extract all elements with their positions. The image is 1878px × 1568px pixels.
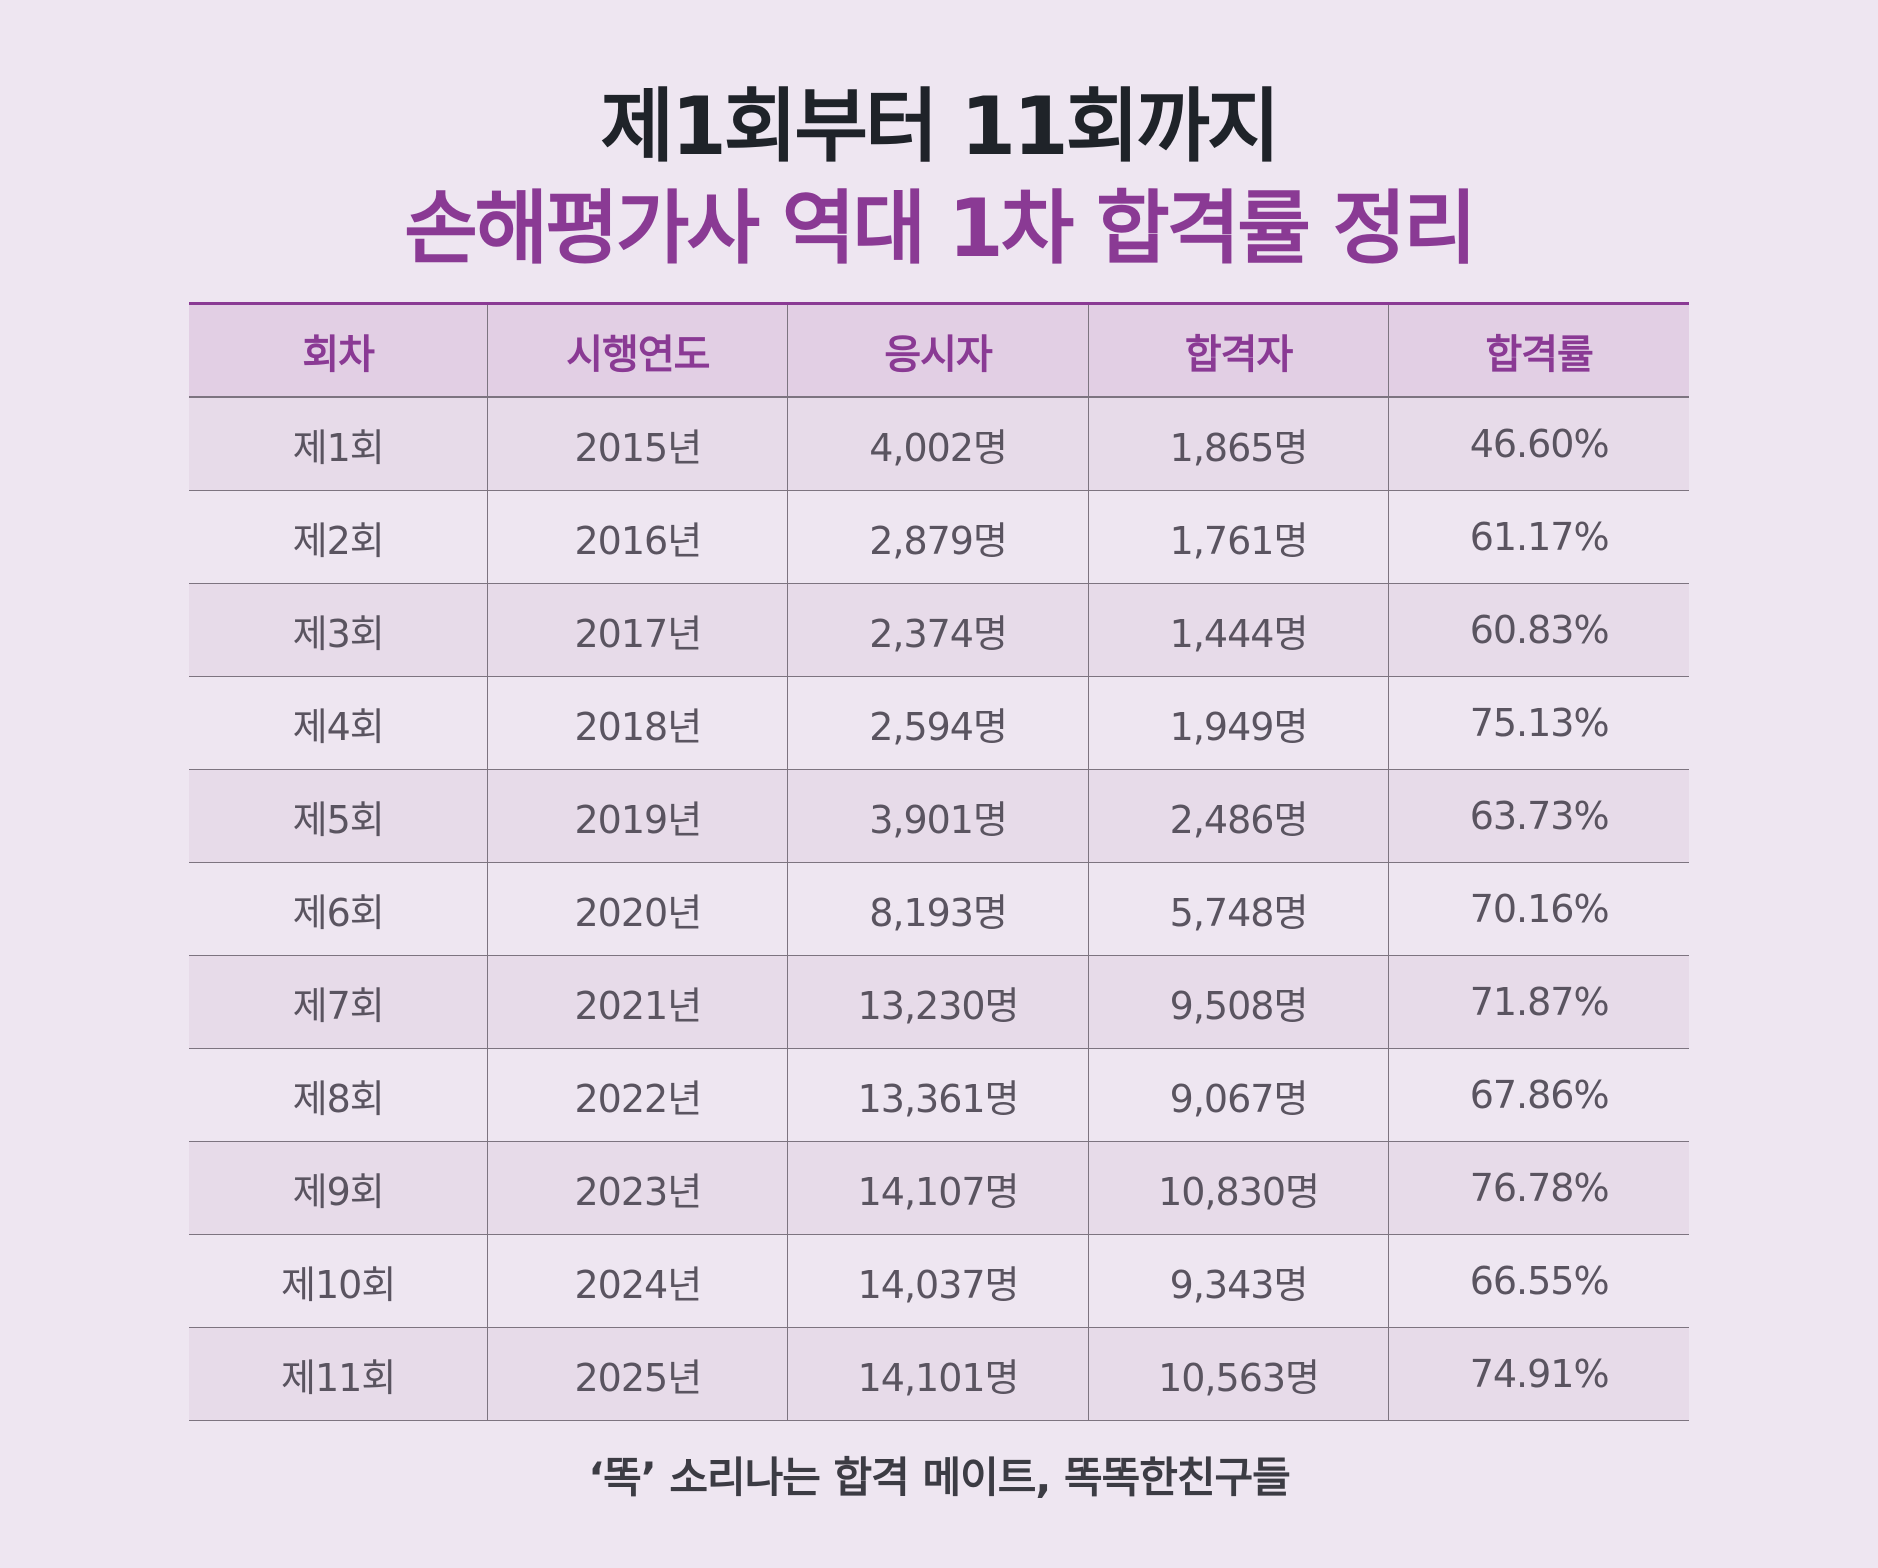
cell-applicants: 2,374명 <box>787 583 1089 677</box>
cell-pass-rate: 61.17% <box>1388 490 1689 584</box>
cell-pass-rate: 66.55% <box>1388 1234 1689 1328</box>
pass-rate-table: 회차 시행연도 응시자 합격자 합격률 제1회 2015년 4,002명 1,865명… <box>189 302 1689 1421</box>
cell-applicants: 3,901명 <box>787 769 1089 863</box>
cell-year: 2023년 <box>487 1141 789 1235</box>
cell-applicants: 14,107명 <box>787 1141 1089 1235</box>
table-row: 제6회 2020년 8,193명 5,748명 70.16% <box>189 862 1689 956</box>
cell-round: 제4회 <box>189 676 489 770</box>
table-row: 제4회 2018년 2,594명 1,949명 75.13% <box>189 676 1689 770</box>
cell-year: 2016년 <box>487 490 789 584</box>
cell-round: 제11회 <box>189 1327 489 1421</box>
header-year: 시행연도 <box>487 303 789 397</box>
cell-year: 2015년 <box>487 397 789 491</box>
cell-applicants: 14,037명 <box>787 1234 1089 1328</box>
cell-passers: 1,949명 <box>1087 676 1390 770</box>
cell-year: 2022년 <box>487 1048 789 1142</box>
cell-applicants: 2,594명 <box>787 676 1089 770</box>
table-row: 제1회 2015년 4,002명 1,865명 46.60% <box>189 397 1689 491</box>
cell-round: 제5회 <box>189 769 489 863</box>
cell-applicants: 13,361명 <box>787 1048 1089 1142</box>
cell-applicants: 14,101명 <box>787 1327 1089 1421</box>
cell-round: 제9회 <box>189 1141 489 1235</box>
cell-passers: 1,444명 <box>1087 583 1390 677</box>
cell-passers: 1,865명 <box>1087 397 1390 491</box>
table-row: 제9회 2023년 14,107명 10,830명 76.78% <box>189 1141 1689 1235</box>
table-row: 제10회 2024년 14,037명 9,343명 66.55% <box>189 1234 1689 1328</box>
cell-passers: 9,067명 <box>1087 1048 1390 1142</box>
cell-round: 제1회 <box>189 397 489 491</box>
cell-pass-rate: 71.87% <box>1388 955 1689 1049</box>
cell-round: 제3회 <box>189 583 489 677</box>
cell-round: 제8회 <box>189 1048 489 1142</box>
cell-year: 2019년 <box>487 769 789 863</box>
cell-round: 제7회 <box>189 955 489 1049</box>
table-row: 제8회 2022년 13,361명 9,067명 67.86% <box>189 1048 1689 1142</box>
cell-passers: 10,830명 <box>1087 1141 1390 1235</box>
footer-tagline: ‘똑’ 소리나는 합격 메이트, 똑똑한친구들 <box>588 1453 1291 1502</box>
header-round: 회차 <box>189 303 489 397</box>
cell-year: 2017년 <box>487 583 789 677</box>
table-row: 제7회 2021년 13,230명 9,508명 71.87% <box>189 955 1689 1049</box>
cell-round: 제2회 <box>189 490 489 584</box>
header-pass-rate: 합격률 <box>1388 303 1689 397</box>
cell-pass-rate: 70.16% <box>1388 862 1689 956</box>
table-row: 제3회 2017년 2,374명 1,444명 60.83% <box>189 583 1689 677</box>
cell-passers: 1,761명 <box>1087 490 1390 584</box>
cell-applicants: 2,879명 <box>787 490 1089 584</box>
cell-applicants: 4,002명 <box>787 397 1089 491</box>
cell-passers: 9,343명 <box>1087 1234 1390 1328</box>
cell-year: 2024년 <box>487 1234 789 1328</box>
table-row: 제5회 2019년 3,901명 2,486명 63.73% <box>189 769 1689 863</box>
cell-pass-rate: 74.91% <box>1388 1327 1689 1421</box>
table-header-row: 회차 시행연도 응시자 합격자 합격률 <box>189 303 1689 397</box>
cell-pass-rate: 67.86% <box>1388 1048 1689 1142</box>
cell-applicants: 8,193명 <box>787 862 1089 956</box>
table-row: 제2회 2016년 2,879명 1,761명 61.17% <box>189 490 1689 584</box>
cell-applicants: 13,230명 <box>787 955 1089 1049</box>
cell-passers: 9,508명 <box>1087 955 1390 1049</box>
title-line-2: 손해평가사 역대 1차 합격률 정리 <box>404 182 1477 275</box>
cell-year: 2020년 <box>487 862 789 956</box>
cell-passers: 5,748명 <box>1087 862 1390 956</box>
table-row: 제11회 2025년 14,101명 10,563명 74.91% <box>189 1327 1689 1421</box>
cell-pass-rate: 76.78% <box>1388 1141 1689 1235</box>
cell-pass-rate: 75.13% <box>1388 676 1689 770</box>
cell-round: 제6회 <box>189 862 489 956</box>
header-applicants: 응시자 <box>787 303 1089 397</box>
cell-year: 2025년 <box>487 1327 789 1421</box>
cell-year: 2021년 <box>487 955 789 1049</box>
title-line-1: 제1회부터 11회까지 <box>600 80 1280 173</box>
cell-pass-rate: 46.60% <box>1388 397 1689 491</box>
cell-round: 제10회 <box>189 1234 489 1328</box>
cell-year: 2018년 <box>487 676 789 770</box>
header-passers: 합격자 <box>1087 303 1390 397</box>
cell-passers: 10,563명 <box>1087 1327 1390 1421</box>
cell-passers: 2,486명 <box>1087 769 1390 863</box>
cell-pass-rate: 63.73% <box>1388 769 1689 863</box>
cell-pass-rate: 60.83% <box>1388 583 1689 677</box>
